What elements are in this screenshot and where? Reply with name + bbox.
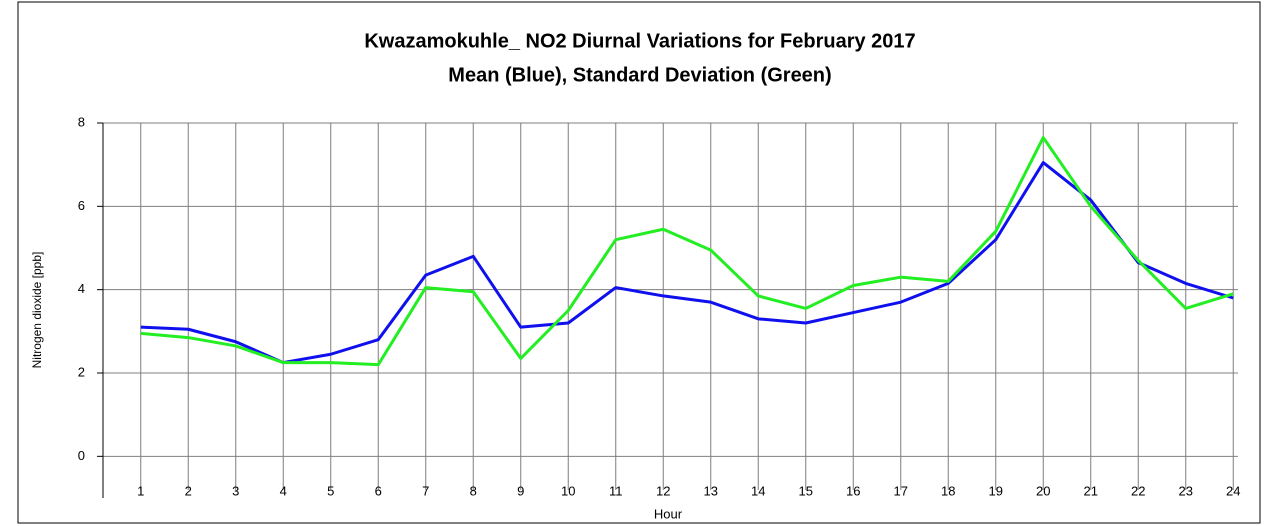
x-tick-label: 5	[327, 483, 334, 498]
y-tick-label: 0	[78, 448, 85, 463]
x-tick-label: 10	[561, 483, 575, 498]
y-tick-label: 6	[78, 198, 85, 213]
y-tick-label: 4	[78, 281, 85, 296]
x-axis-label: Hour	[654, 506, 683, 521]
x-tick-label: 6	[375, 483, 382, 498]
x-tick-label: 11	[609, 483, 623, 498]
x-tick-label: 20	[1036, 483, 1050, 498]
chart-title: Kwazamokuhle_ NO2 Diurnal Variations for…	[364, 30, 915, 52]
y-tick-label: 2	[78, 364, 85, 379]
x-tick-label: 7	[422, 483, 429, 498]
x-tick-label: 17	[894, 483, 908, 498]
x-tick-label: 18	[941, 483, 955, 498]
x-tick-label: 14	[751, 483, 765, 498]
x-tick-label: 21	[1084, 483, 1098, 498]
x-tick-label: 3	[232, 483, 239, 498]
x-tick-label: 19	[989, 483, 1003, 498]
data-line	[140, 161, 1234, 365]
x-tick-label: 16	[846, 483, 860, 498]
x-tick-label: 22	[1131, 483, 1145, 498]
x-tick-label: 15	[799, 483, 813, 498]
y-axis-label: Nitrogen dioxide [ppb]	[30, 252, 44, 369]
x-tick-label: 12	[656, 483, 670, 498]
x-tick-label: 1	[137, 483, 144, 498]
x-tick-label: 9	[517, 483, 524, 498]
y-tick-label: 8	[78, 114, 85, 129]
chart-subtitle: Mean (Blue), Standard Deviation (Green)	[448, 64, 831, 86]
data-line	[140, 136, 1234, 367]
x-tick-label: 23	[1179, 483, 1193, 498]
x-tick-label: 8	[470, 483, 477, 498]
x-tick-label: 2	[185, 483, 192, 498]
x-tick-label: 4	[280, 483, 287, 498]
frame	[17, 1, 1261, 524]
x-tick-label: 24	[1226, 483, 1240, 498]
x-tick-label: 13	[704, 483, 718, 498]
